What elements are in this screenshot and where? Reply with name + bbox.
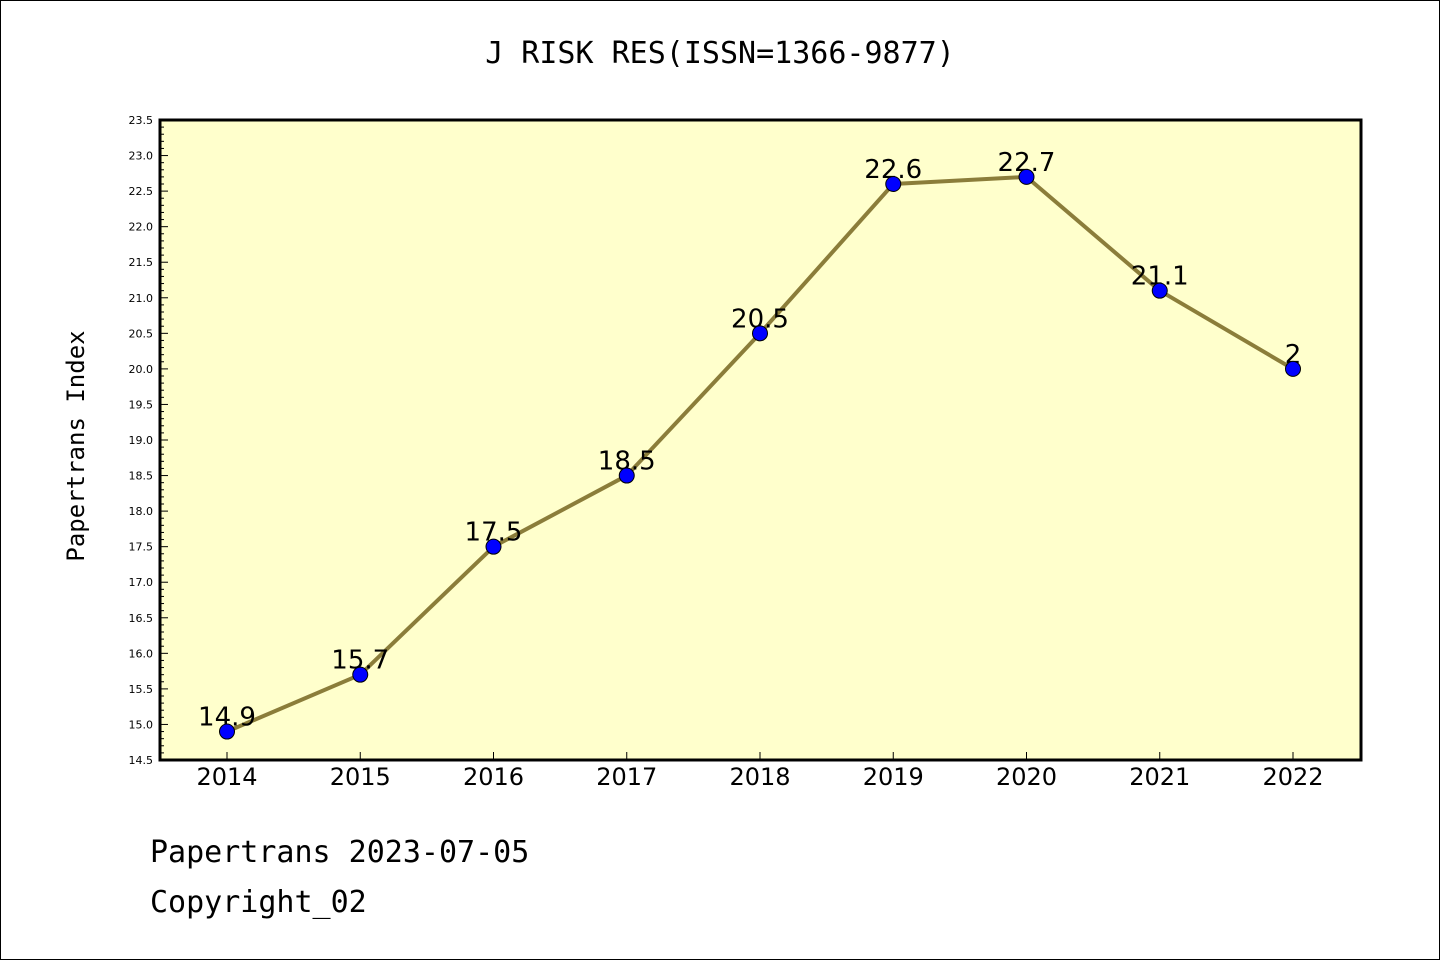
data-point: [885, 176, 902, 192]
y-tick-label: 17.0: [129, 576, 154, 589]
x-tick-label: 2014: [196, 763, 257, 791]
x-tick-label: 2020: [996, 763, 1057, 791]
x-tick-label: 2017: [596, 763, 657, 791]
y-axis-title: Papertrans Index: [62, 330, 90, 561]
data-point: [1018, 168, 1035, 185]
y-tick-label: 15.0: [129, 718, 154, 731]
y-tick-label: 19.0: [129, 434, 154, 447]
x-tick-label: 2018: [729, 763, 790, 791]
x-tick-label: 2021: [1129, 763, 1190, 791]
x-tick-label: 2022: [1262, 763, 1323, 791]
data-markers: [219, 168, 1301, 740]
y-tick-label: 16.0: [129, 647, 154, 660]
chart-title: J RISK RES(ISSN=1366-9877): [485, 36, 955, 71]
y-tick-label: 20.0: [129, 363, 154, 376]
y-tick-label: 22.0: [129, 221, 154, 234]
y-tick-label: 21.5: [129, 256, 154, 269]
data-point: [352, 666, 369, 683]
y-tick-label: 17.5: [129, 541, 154, 554]
y-tick-label: 23.0: [129, 150, 154, 163]
y-tick-label: 18.5: [129, 470, 154, 483]
x-axis-ticks: 2014 2015 2016 2017 2018 2019 2020 2021 2022: [196, 752, 1324, 791]
plot-area: [160, 120, 1361, 760]
y-tick-label: 18.0: [129, 505, 154, 518]
x-tick-label: 2019: [863, 763, 924, 791]
data-point: [1285, 360, 1301, 377]
x-tick-label: 2015: [330, 763, 391, 791]
y-tick-label: 21.0: [129, 292, 154, 305]
y-tick-label: 15.5: [129, 683, 154, 696]
plot-border: [158, 118, 1363, 762]
data-point: [618, 467, 635, 484]
data-point: [485, 538, 502, 555]
y-tick-label: 20.5: [129, 327, 154, 340]
y-tick-label: 22.5: [129, 185, 154, 198]
y-tick-label: 19.5: [129, 398, 154, 411]
footer-copyright: Copyright_02: [150, 885, 367, 920]
data-point: [752, 325, 768, 342]
y-tick-label: 16.5: [129, 612, 154, 625]
data-point: [1151, 282, 1168, 299]
data-point: [219, 723, 235, 740]
footer-date: Papertrans 2023-07-05: [150, 835, 530, 870]
y-tick-label: 23.5: [129, 114, 154, 127]
y-tick-label: 14.5: [129, 754, 154, 767]
x-tick-label: 2016: [463, 763, 524, 791]
